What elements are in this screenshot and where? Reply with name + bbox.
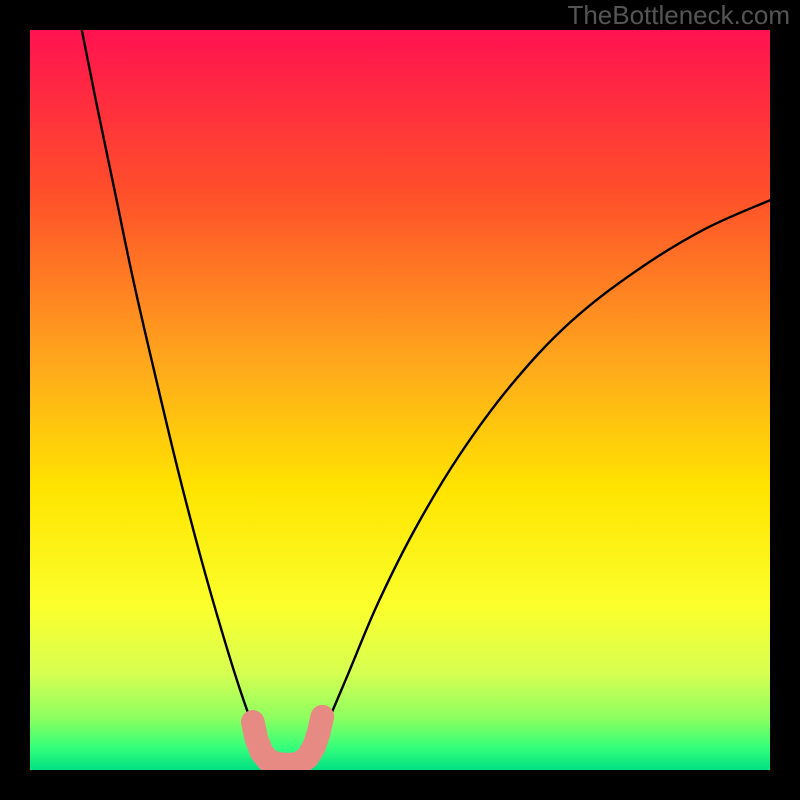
plot-svg — [30, 30, 770, 770]
plot-area — [30, 30, 770, 770]
watermark-label: TheBottleneck.com — [567, 0, 790, 31]
chart-frame: TheBottleneck.com — [0, 0, 800, 800]
plot-background — [30, 30, 770, 770]
